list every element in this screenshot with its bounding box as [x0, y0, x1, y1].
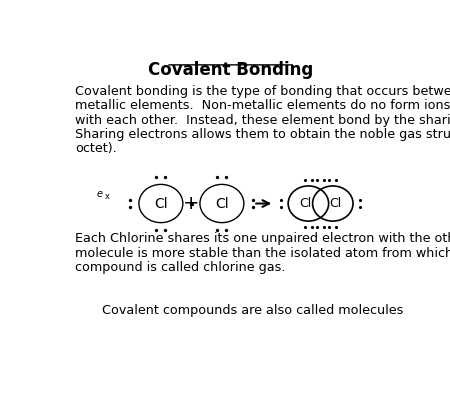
Text: Cl: Cl [300, 197, 312, 210]
Text: Each Chlorine shares its one unpaired electron with the other.  The resulting: Each Chlorine shares its one unpaired el… [76, 232, 450, 245]
Text: Cl: Cl [329, 197, 342, 210]
Text: with each other.  Instead, these element bond by the sharing of electrons.: with each other. Instead, these element … [76, 114, 450, 127]
Text: Cl: Cl [215, 197, 229, 210]
Text: compound is called chlorine gas.: compound is called chlorine gas. [76, 261, 286, 274]
Text: x: x [104, 192, 109, 201]
Text: Covalent bonding is the type of bonding that occurs between two non-: Covalent bonding is the type of bonding … [76, 85, 450, 98]
Text: molecule is more stable than the isolated atom from which it is formed.  This: molecule is more stable than the isolate… [76, 247, 450, 260]
Text: Cl: Cl [154, 197, 168, 210]
Text: metallic elements.  Non-metallic elements do no form ions when they bond: metallic elements. Non-metallic elements… [76, 99, 450, 112]
Text: e: e [96, 190, 102, 199]
Text: +: + [183, 194, 200, 213]
Text: Sharing electrons allows them to obtain the noble gas structure (stable: Sharing electrons allows them to obtain … [76, 128, 450, 141]
Text: Covalent compounds are also called molecules: Covalent compounds are also called molec… [102, 304, 403, 317]
Text: Covalent Bonding: Covalent Bonding [148, 61, 313, 79]
Text: octet).: octet). [76, 142, 117, 155]
